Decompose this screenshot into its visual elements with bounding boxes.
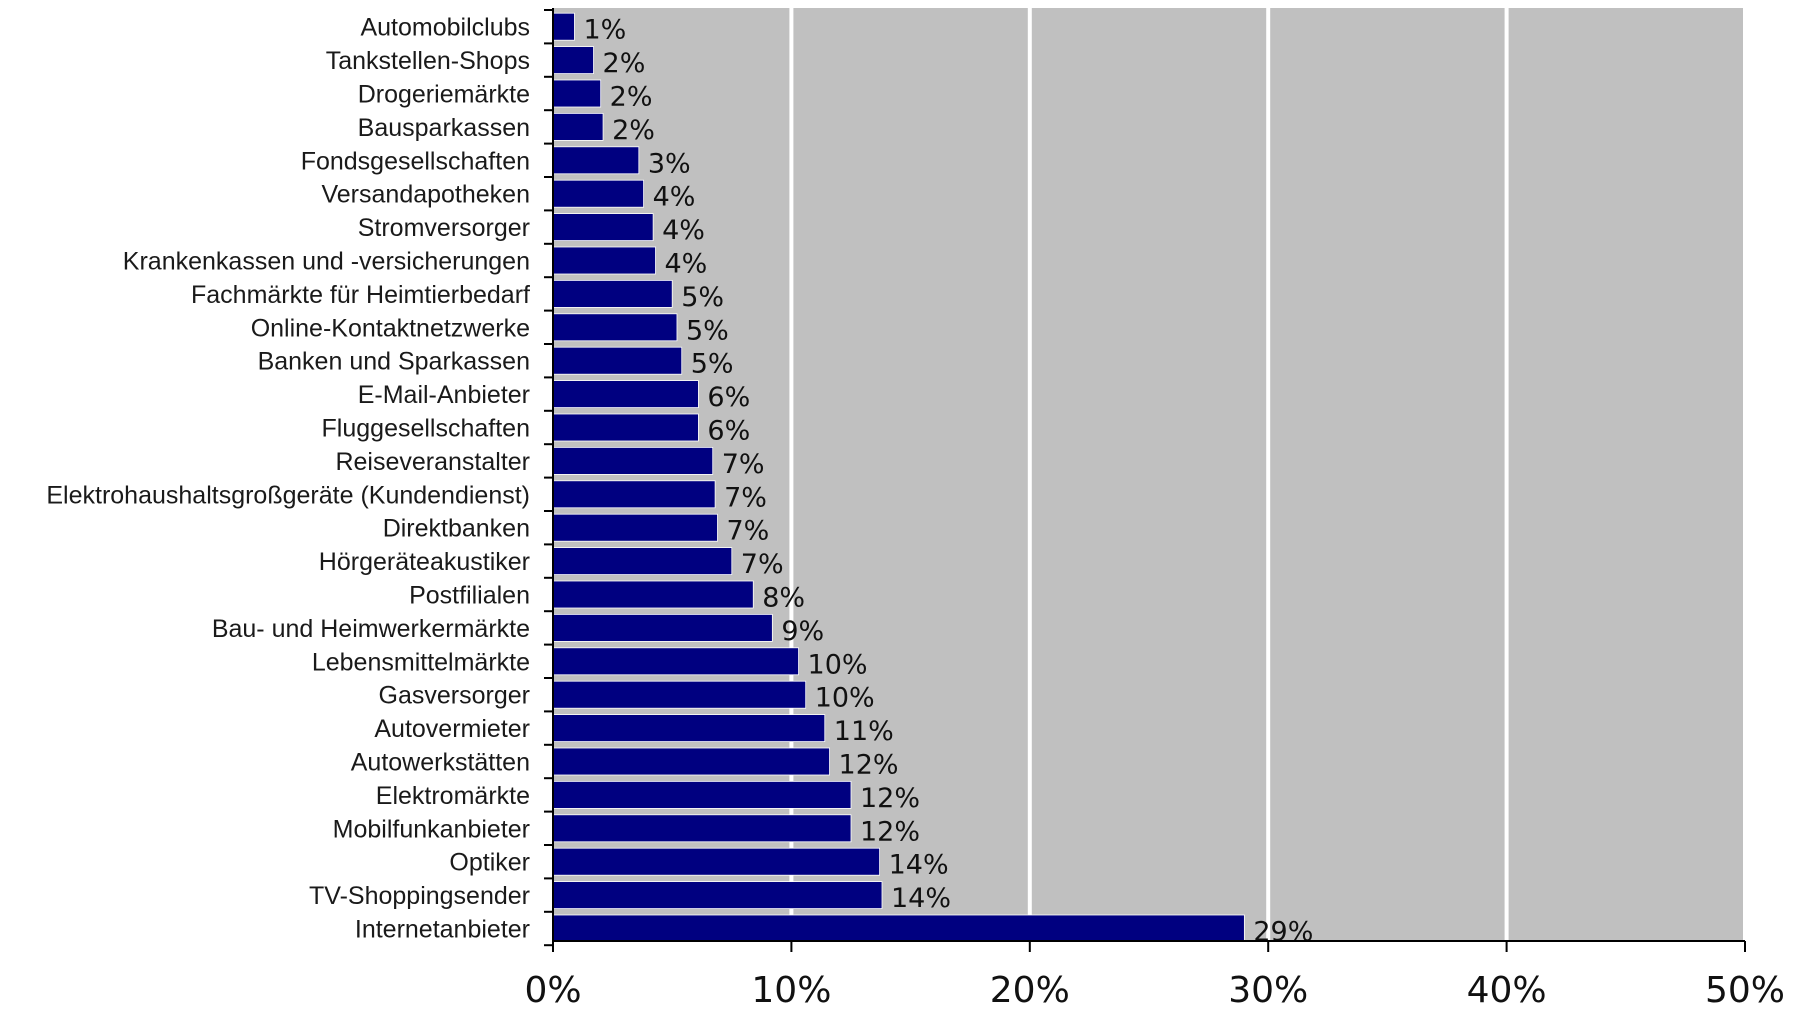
- data-label: 29%: [1253, 917, 1313, 948]
- axes: [544, 8, 1746, 952]
- bar: [552, 847, 881, 876]
- data-label: 12%: [860, 816, 920, 847]
- data-label: 12%: [839, 750, 899, 781]
- data-label: 4%: [653, 182, 696, 213]
- category-label: Optiker: [449, 849, 530, 877]
- category-label: Bau- und Heimwerkermärkte: [212, 615, 530, 643]
- data-label: 7%: [722, 449, 765, 480]
- data-label: 1%: [583, 15, 626, 46]
- category-label: Elektromärkte: [376, 782, 530, 810]
- category-label: Versandapotheken: [321, 181, 530, 209]
- bar: [552, 279, 673, 308]
- data-label: 5%: [686, 315, 729, 346]
- category-label: Mobilfunkanbieter: [333, 815, 530, 843]
- bar: [552, 614, 773, 642]
- data-label: 9%: [781, 616, 824, 647]
- bar: [552, 647, 799, 676]
- bar: [552, 513, 718, 542]
- bar: [552, 781, 852, 809]
- bar: [552, 714, 826, 742]
- data-label: 10%: [808, 649, 868, 680]
- category-label: Fluggesellschaften: [322, 415, 530, 443]
- bar: [552, 12, 575, 41]
- bar: [552, 246, 656, 275]
- bar: [552, 213, 654, 242]
- data-label: 7%: [741, 549, 784, 580]
- data-label: 5%: [681, 282, 724, 313]
- bar: [552, 380, 699, 409]
- data-label: 3%: [648, 148, 691, 179]
- bar: [552, 914, 1245, 943]
- bar: [552, 580, 754, 609]
- x-tick-label: 40%: [1467, 970, 1547, 1011]
- data-label: 2%: [612, 115, 655, 146]
- data-label: 7%: [726, 516, 769, 547]
- data-label: 4%: [662, 215, 705, 246]
- category-label: TV-Shoppingsender: [309, 882, 530, 910]
- category-label: Fachmärkte für Heimtierbedarf: [191, 281, 530, 309]
- data-label: 14%: [889, 850, 949, 881]
- x-tick-label: 20%: [990, 970, 1070, 1011]
- data-label: 10%: [815, 683, 875, 714]
- bar: [552, 480, 716, 509]
- category-label: Krankenkassen und -versicherungen: [123, 248, 530, 276]
- x-tick-label: 10%: [751, 970, 831, 1011]
- data-label: 7%: [724, 482, 767, 513]
- bar: [552, 313, 678, 342]
- data-label: 12%: [860, 783, 920, 814]
- bar: [552, 413, 699, 442]
- bar: [552, 113, 604, 141]
- bar: [552, 146, 640, 175]
- bar: [552, 747, 830, 776]
- data-label: 4%: [665, 249, 708, 280]
- category-label: Autovermieter: [374, 715, 530, 743]
- x-tick-labels: 0% 10% 20% 30% 40% 50%: [524, 970, 1785, 1011]
- x-tick-label: 0%: [524, 970, 581, 1011]
- category-label: Internetanbieter: [355, 916, 530, 944]
- category-label: Reiseveranstalter: [335, 448, 530, 476]
- bar: [552, 814, 852, 843]
- bar: [552, 79, 602, 108]
- data-label: 14%: [891, 883, 951, 914]
- data-label: 8%: [762, 583, 805, 614]
- data-label: 6%: [707, 382, 750, 413]
- bars: [552, 12, 1245, 943]
- category-label: Elektrohaushaltsgroßgeräte (Kundendienst…: [46, 481, 530, 509]
- bar: [552, 46, 594, 74]
- category-label: Fondsgesellschaften: [301, 147, 530, 175]
- category-labels: Automobilclubs Tankstellen-Shops Drogeriem…: [46, 14, 530, 944]
- bar: [552, 547, 733, 575]
- category-label: Autowerkstätten: [351, 749, 530, 777]
- category-label: Gasversorger: [379, 682, 530, 710]
- category-label: Online-Kontaktnetzwerke: [251, 314, 530, 342]
- x-tick-label: 30%: [1228, 970, 1308, 1011]
- category-label: Stromversorger: [358, 214, 530, 242]
- category-label: Drogeriemärkte: [358, 81, 530, 109]
- category-label: Direktbanken: [383, 515, 530, 543]
- category-label: Lebensmittelmärkte: [312, 648, 530, 676]
- category-label: Bausparkassen: [358, 114, 530, 142]
- data-label: 2%: [610, 82, 653, 113]
- category-label: Automobilclubs: [360, 14, 530, 42]
- category-label: E-Mail-Anbieter: [358, 381, 530, 409]
- x-tick-label: 50%: [1705, 970, 1785, 1011]
- bar: [552, 179, 644, 208]
- category-label: Tankstellen-Shops: [326, 47, 530, 75]
- data-label: 11%: [834, 716, 894, 747]
- bar: [552, 346, 683, 375]
- category-label: Postfilialen: [409, 582, 530, 610]
- data-label: 5%: [691, 349, 734, 380]
- bar: [552, 446, 714, 475]
- category-label: Hörgeräteakustiker: [319, 548, 530, 576]
- data-label: 2%: [603, 48, 646, 79]
- bar: [552, 680, 807, 709]
- category-label: Banken und Sparkassen: [258, 348, 530, 376]
- data-label: 6%: [707, 416, 750, 447]
- bar: [552, 881, 883, 909]
- data-labels: 1%2%2%2%3%4%4%4%5%5%5%6%6%7%7%7%7%8%9%10…: [583, 15, 1313, 948]
